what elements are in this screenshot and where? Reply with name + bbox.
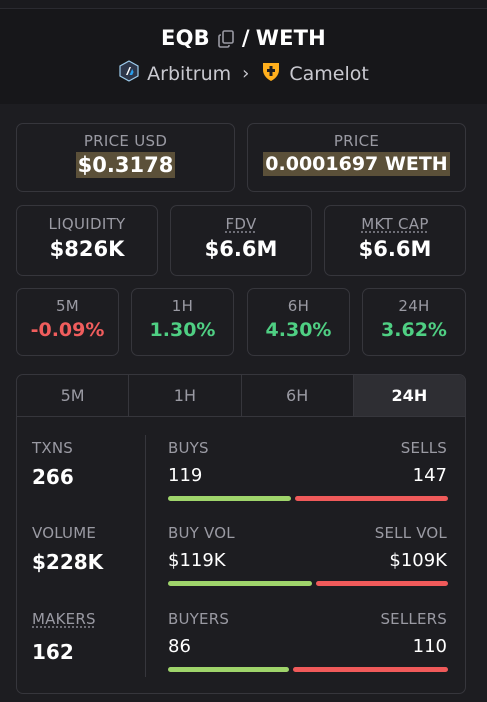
txns-value: 266 xyxy=(32,465,74,489)
chain-name[interactable]: Arbitrum xyxy=(147,62,232,85)
change-24h-card[interactable]: 24H 3.62% xyxy=(362,288,466,356)
sellers-bar xyxy=(293,667,448,672)
market-cap-label[interactable]: MKT CAP xyxy=(361,215,429,233)
fdv-value: $6.6M xyxy=(204,237,278,261)
sell-volume-label: SELL VOL xyxy=(374,524,447,542)
buyers-label: BUYERS xyxy=(168,610,230,628)
pair-header: EQB / WETH Arbitrum › Camelot xyxy=(0,10,487,104)
tab-6h[interactable]: 6H xyxy=(242,375,354,416)
market-cap-value: $6.6M xyxy=(358,237,432,261)
sells-bar xyxy=(295,496,448,501)
liquidity-label: LIQUIDITY xyxy=(48,215,126,233)
liquidity-value: $826K xyxy=(49,237,125,261)
change-5m-value: -0.09% xyxy=(30,319,105,341)
price-native-label: PRICE xyxy=(333,132,380,150)
sellers-label: SELLERS xyxy=(380,610,447,628)
price-native-value: 0.0001697 WETH xyxy=(263,152,450,176)
makers-label[interactable]: MAKERS xyxy=(32,610,96,628)
change-1h-card[interactable]: 1H 1.30% xyxy=(131,288,234,356)
arbitrum-logo-icon xyxy=(118,60,140,87)
sells-value: 147 xyxy=(412,465,447,486)
copy-icon[interactable] xyxy=(218,29,234,48)
change-24h-value: 3.62% xyxy=(381,319,447,341)
makers-value: 162 xyxy=(32,640,74,664)
volume-label: VOLUME xyxy=(32,524,97,542)
buy-volume-value: $119K xyxy=(168,550,226,571)
pair-separator: / xyxy=(241,26,250,50)
fdv-card: FDV $6.6M xyxy=(170,205,312,276)
change-6h-label: 6H xyxy=(287,297,310,315)
liquidity-card: LIQUIDITY $826K xyxy=(16,205,158,276)
price-native-card: PRICE 0.0001697 WETH xyxy=(247,123,466,192)
buys-bar xyxy=(168,496,291,501)
tab-1h[interactable]: 1H xyxy=(129,375,242,416)
change-6h-value: 4.30% xyxy=(265,319,332,341)
dex-name[interactable]: Camelot xyxy=(289,62,369,85)
price-usd-value: $0.3178 xyxy=(75,152,176,178)
base-token-symbol: EQB xyxy=(161,26,210,50)
tab-5m[interactable]: 5M xyxy=(17,375,130,416)
stats-divider xyxy=(145,435,146,677)
timeframe-tabs: 5M 1H 6H 24H xyxy=(16,374,466,417)
change-5m-label: 5M xyxy=(55,297,80,315)
sell-volume-bar xyxy=(316,581,448,586)
top-strip xyxy=(0,0,487,9)
buys-value: 119 xyxy=(168,465,203,486)
buyers-bar xyxy=(168,667,289,672)
buy-volume-bar xyxy=(168,581,312,586)
sells-label: SELLS xyxy=(400,439,447,457)
chain-dex-route: Arbitrum › Camelot xyxy=(0,60,487,87)
chevron-right-icon: › xyxy=(242,63,250,84)
pair-title: EQB / WETH xyxy=(0,26,487,50)
buy-volume-label: BUY VOL xyxy=(168,524,235,542)
volume-value: $228K xyxy=(32,550,104,574)
fdv-label[interactable]: FDV xyxy=(225,215,257,233)
change-1h-value: 1.30% xyxy=(149,319,216,341)
camelot-logo-icon xyxy=(260,60,282,87)
transaction-stats: TXNS 266 VOLUME $228K MAKERS 162 BUYS SE… xyxy=(16,417,466,694)
change-24h-label: 24H xyxy=(398,297,430,315)
change-1h-label: 1H xyxy=(171,297,194,315)
price-usd-card: PRICE USD $0.3178 xyxy=(16,123,235,192)
buyers-value: 86 xyxy=(168,636,191,657)
change-6h-card[interactable]: 6H 4.30% xyxy=(247,288,350,356)
sell-volume-value: $109K xyxy=(389,550,447,571)
buys-label: BUYS xyxy=(168,439,209,457)
change-5m-card[interactable]: 5M -0.09% xyxy=(16,288,119,356)
price-usd-label: PRICE USD xyxy=(83,132,168,150)
tab-24h[interactable]: 24H xyxy=(353,375,465,416)
market-cap-card: MKT CAP $6.6M xyxy=(324,205,466,276)
txns-label: TXNS xyxy=(32,439,73,457)
quote-token-symbol: WETH xyxy=(255,26,326,50)
sellers-value: 110 xyxy=(412,636,447,657)
